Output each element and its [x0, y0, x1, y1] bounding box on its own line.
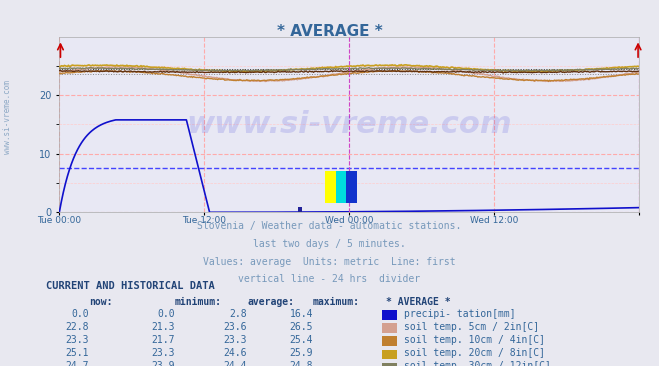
Bar: [336, 171, 347, 203]
Text: Slovenia / Weather data - automatic stations.: Slovenia / Weather data - automatic stat…: [197, 221, 462, 231]
Text: 23.3: 23.3: [151, 348, 175, 358]
Text: last two days / 5 minutes.: last two days / 5 minutes.: [253, 239, 406, 249]
Text: 24.8: 24.8: [289, 361, 313, 366]
Text: 2.8: 2.8: [229, 309, 247, 318]
Text: 21.3: 21.3: [151, 322, 175, 332]
Text: 21.7: 21.7: [151, 335, 175, 345]
Text: 23.3: 23.3: [223, 335, 247, 345]
Text: Values: average  Units: metric  Line: first: Values: average Units: metric Line: firs…: [203, 257, 456, 266]
Text: 16.4: 16.4: [289, 309, 313, 318]
Text: minimum:: minimum:: [175, 296, 221, 306]
Text: 24.7: 24.7: [65, 361, 89, 366]
Text: average:: average:: [247, 296, 294, 306]
Text: CURRENT AND HISTORICAL DATA: CURRENT AND HISTORICAL DATA: [46, 281, 215, 291]
Bar: [298, 207, 302, 212]
Text: maximum:: maximum:: [313, 296, 360, 306]
Text: 25.9: 25.9: [289, 348, 313, 358]
Text: * AVERAGE *: * AVERAGE *: [277, 24, 382, 39]
Text: 25.4: 25.4: [289, 335, 313, 345]
Text: 26.5: 26.5: [289, 322, 313, 332]
Text: 24.6: 24.6: [223, 348, 247, 358]
Text: vertical line - 24 hrs  divider: vertical line - 24 hrs divider: [239, 274, 420, 284]
Text: soil temp. 20cm / 8in[C]: soil temp. 20cm / 8in[C]: [404, 348, 545, 358]
Text: 0.0: 0.0: [71, 309, 89, 318]
Text: 23.9: 23.9: [151, 361, 175, 366]
Text: 22.8: 22.8: [65, 322, 89, 332]
Bar: [326, 171, 336, 203]
Text: 25.1: 25.1: [65, 348, 89, 358]
Text: soil temp. 10cm / 4in[C]: soil temp. 10cm / 4in[C]: [404, 335, 545, 345]
Text: 0.0: 0.0: [157, 309, 175, 318]
Text: now:: now:: [89, 296, 113, 306]
Text: 24.4: 24.4: [223, 361, 247, 366]
Text: 23.3: 23.3: [65, 335, 89, 345]
Text: soil temp. 5cm / 2in[C]: soil temp. 5cm / 2in[C]: [404, 322, 539, 332]
Bar: [347, 171, 357, 203]
Text: soil temp. 30cm / 12in[C]: soil temp. 30cm / 12in[C]: [404, 361, 551, 366]
Text: www.si-vreme.com: www.si-vreme.com: [3, 80, 13, 154]
Text: * AVERAGE *: * AVERAGE *: [386, 296, 450, 306]
Text: www.si-vreme.com: www.si-vreme.com: [186, 110, 512, 139]
Text: precipi- tation[mm]: precipi- tation[mm]: [404, 309, 515, 318]
Text: 23.6: 23.6: [223, 322, 247, 332]
